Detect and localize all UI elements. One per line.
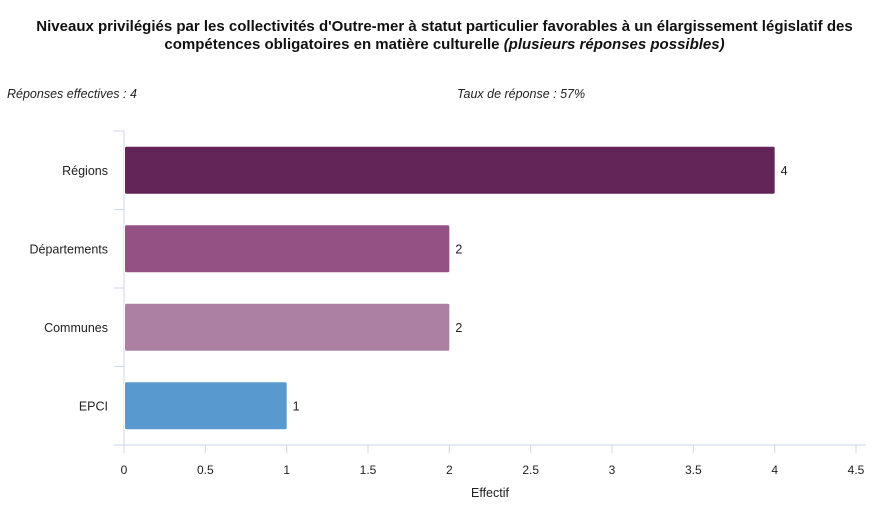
chart-title-line-2-main: compétences obligatoires en matière cult…: [164, 36, 504, 53]
x-tick-label: 0: [121, 463, 128, 477]
chart-title-line-2-italic: (plusieurs réponses possibles): [503, 36, 725, 53]
x-tick-label: 1.5: [360, 463, 377, 477]
data-label: 4: [781, 164, 788, 178]
category-label: EPCI: [79, 399, 108, 413]
responses-count: Réponses effectives : 4: [7, 87, 137, 101]
bar: [124, 302, 451, 352]
x-tick-label: 2: [446, 463, 453, 477]
x-tick-label: 2.5: [522, 463, 539, 477]
x-tick-label: 0.5: [197, 463, 214, 477]
x-tick-label: 4.5: [848, 463, 865, 477]
data-label: 1: [293, 399, 300, 413]
response-rate: Taux de réponse : 57%: [457, 87, 586, 101]
chart-title: Niveaux privilégiés par les collectivité…: [0, 18, 889, 54]
data-label: 2: [455, 321, 462, 335]
x-tick-label: 1: [283, 463, 290, 477]
x-axis-label: Effectif: [471, 486, 510, 500]
category-label: Régions: [62, 164, 108, 178]
category-label: Départements: [29, 242, 108, 256]
category-label: Communes: [44, 321, 108, 335]
x-tick-label: 3: [609, 463, 616, 477]
data-label: 2: [455, 242, 462, 256]
x-tick-label: 3.5: [685, 463, 702, 477]
bar: [124, 224, 451, 274]
bar: [124, 145, 776, 195]
chart-title-line-2: compétences obligatoires en matière cult…: [0, 36, 889, 54]
chart-title-line-1: Niveaux privilégiés par les collectivité…: [36, 18, 853, 35]
x-tick-label: 4: [771, 463, 778, 477]
bar: [124, 381, 288, 431]
